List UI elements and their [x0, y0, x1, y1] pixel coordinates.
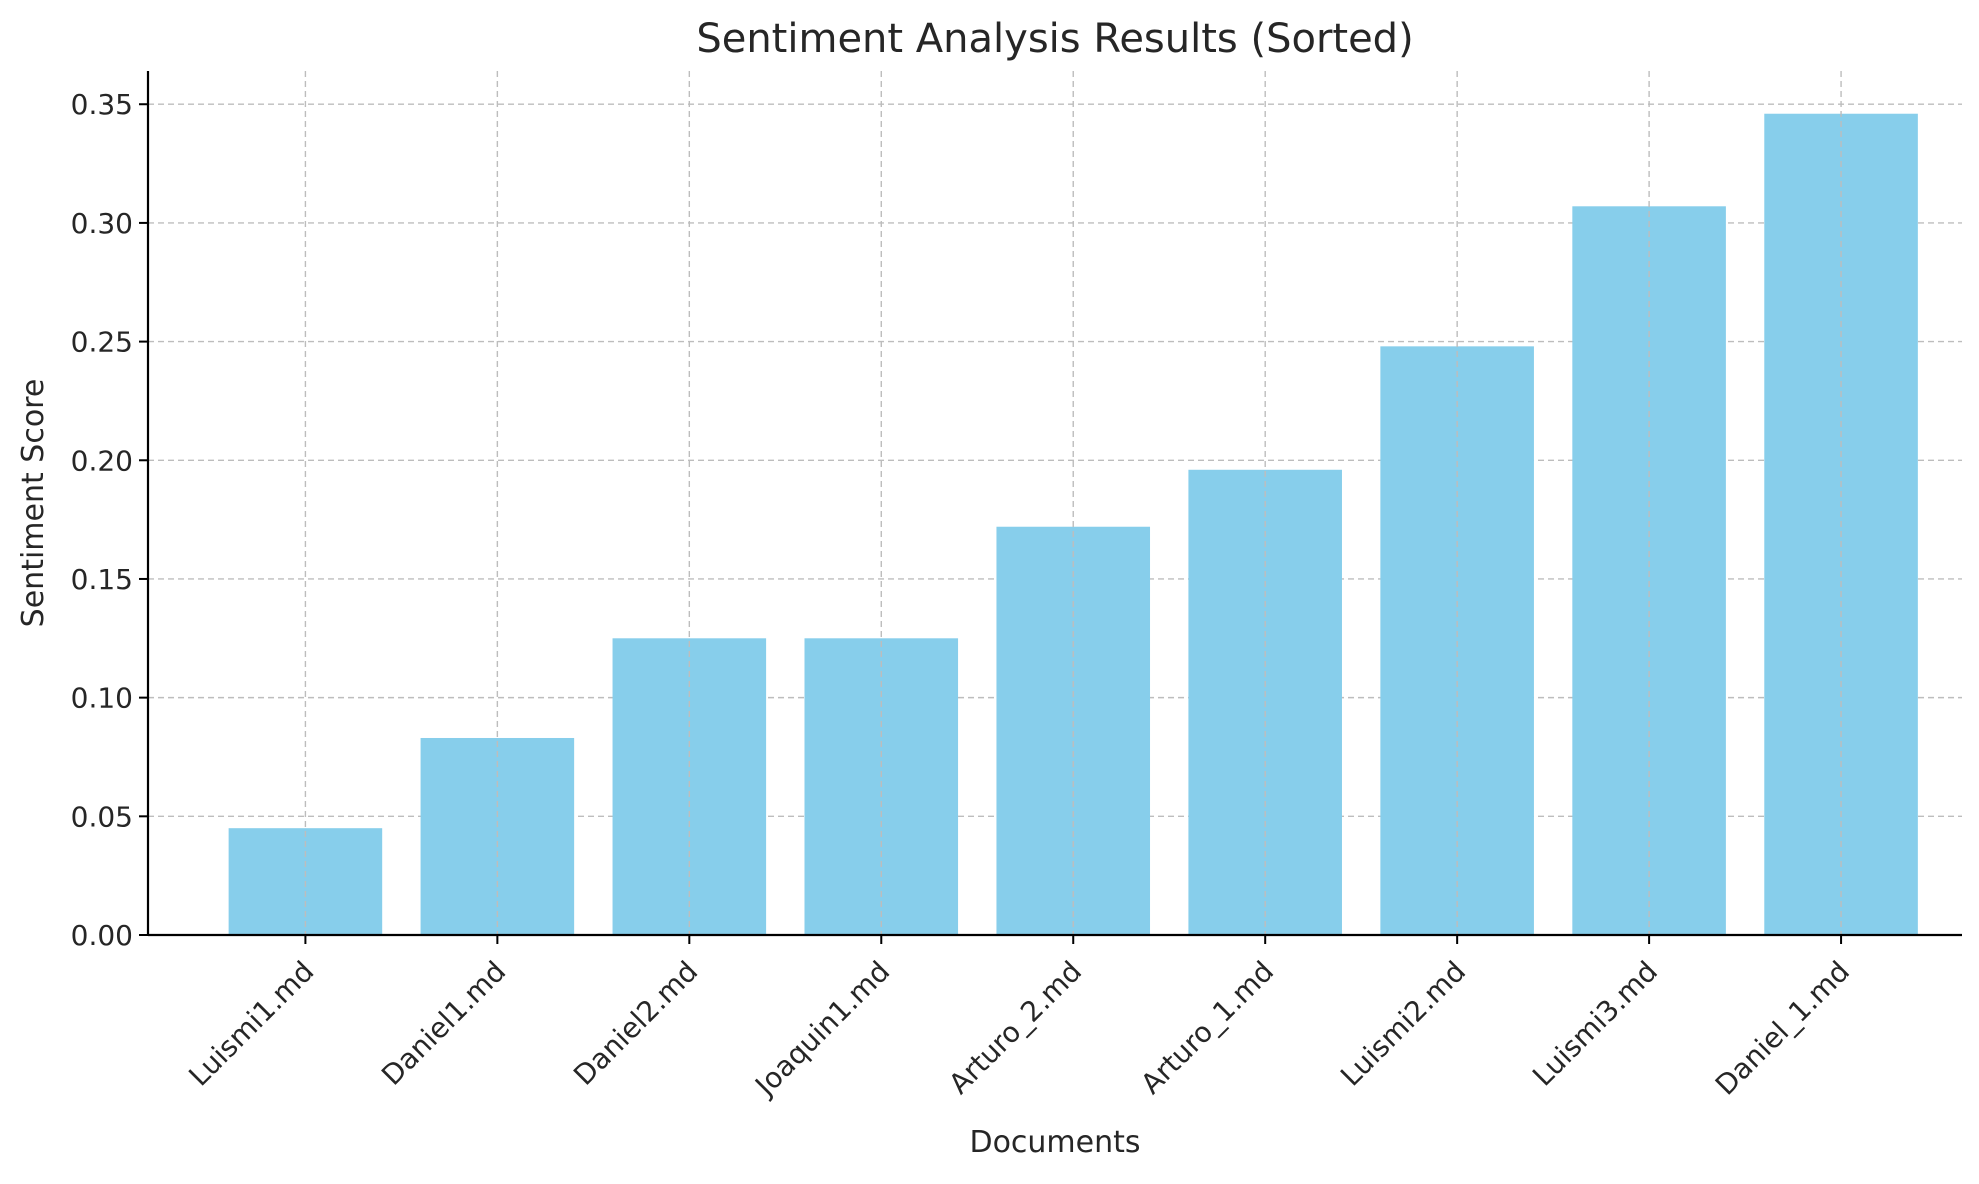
y-tick-label: 0.30: [71, 207, 133, 240]
chart-title: Sentiment Analysis Results (Sorted): [696, 16, 1413, 62]
x-tick-label: Daniel1.md: [375, 955, 512, 1092]
x-tick-label: Luismi1.md: [182, 955, 320, 1093]
x-axis-label: Documents: [969, 1125, 1140, 1160]
x-ticks: Luismi1.md Daniel1.md Daniel2.md Joaquin1.m…: [182, 935, 1856, 1103]
x-tick-label: Daniel_1.md: [1709, 955, 1856, 1102]
x-tick-label: Luismi3.md: [1526, 955, 1664, 1093]
x-tick-label: Daniel2.md: [567, 955, 704, 1092]
y-tick-label: 0.05: [71, 800, 133, 833]
axes: [146, 71, 1962, 937]
y-tick-label: 0.00: [71, 919, 133, 952]
vertical-grid: [304, 71, 1842, 935]
y-axis-label: Sentiment Score: [16, 379, 51, 628]
y-tick-label: 0.15: [71, 563, 133, 596]
y-tick-label: 0.35: [71, 88, 133, 121]
y-tick-label: 0.25: [71, 326, 133, 359]
x-tick-label: Arturo_1.md: [1134, 955, 1280, 1101]
y-tick-label: 0.10: [71, 682, 133, 715]
x-tick-label: Luismi2.md: [1334, 955, 1472, 1093]
x-tick-label: Arturo_2.md: [942, 955, 1088, 1101]
y-ticks: 0.00 0.05 0.10 0.15 0.20 0.25 0.30 0.35: [71, 88, 148, 952]
x-tick-label: Joaquin1.md: [747, 955, 896, 1104]
y-tick-label: 0.20: [71, 444, 133, 477]
